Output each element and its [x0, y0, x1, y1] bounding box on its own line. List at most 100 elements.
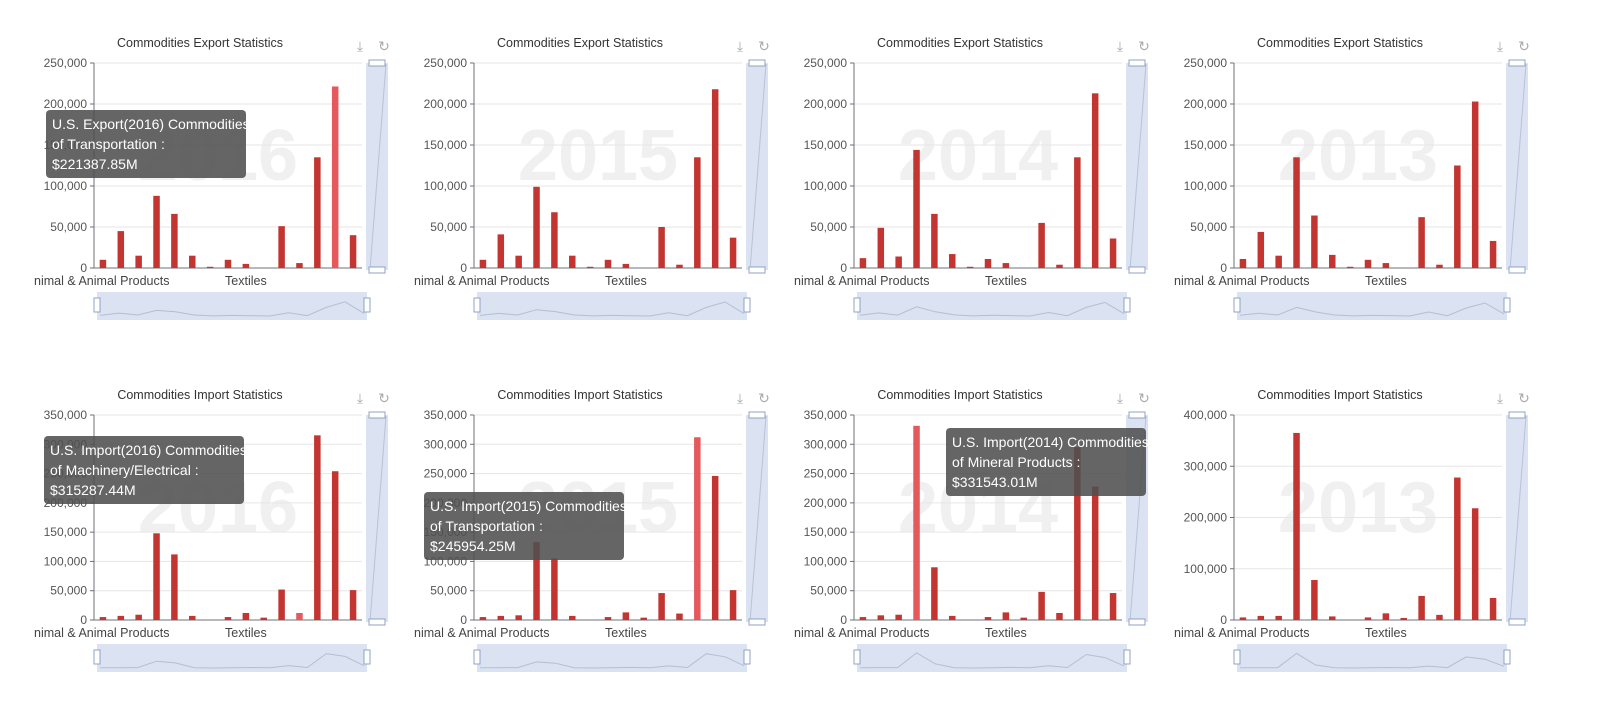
bar[interactable]	[1275, 255, 1282, 268]
zoom-handle-right[interactable]	[743, 649, 751, 665]
download-icon[interactable]: ⤓	[1116, 38, 1124, 54]
zoom-handle-bottom[interactable]	[748, 266, 766, 274]
zoom-handle-left[interactable]	[1233, 297, 1241, 313]
bar[interactable]	[931, 567, 938, 620]
bar[interactable]	[1489, 240, 1497, 268]
bar[interactable]	[135, 255, 142, 268]
bar[interactable]	[1257, 231, 1265, 268]
bar[interactable]	[1364, 259, 1372, 268]
zoom-handle-bottom[interactable]	[368, 618, 386, 626]
zoom-handle-left[interactable]	[1233, 649, 1241, 665]
zoom-handle-bottom[interactable]	[748, 618, 766, 626]
bar[interactable]	[331, 471, 339, 620]
bar[interactable]	[1436, 264, 1443, 268]
bar[interactable]	[1489, 597, 1497, 620]
bar[interactable]	[1091, 93, 1099, 268]
bar[interactable]	[314, 435, 321, 620]
zoom-handle-left[interactable]	[853, 297, 861, 313]
bar[interactable]	[877, 615, 885, 620]
download-icon[interactable]: ⤓	[356, 390, 364, 406]
download-icon[interactable]: ⤓	[1496, 390, 1504, 406]
bar[interactable]	[515, 615, 522, 620]
bar[interactable]	[171, 554, 178, 620]
bar[interactable]	[1311, 215, 1318, 268]
bar[interactable]	[314, 157, 321, 268]
bar[interactable]	[1454, 477, 1461, 620]
bar[interactable]	[1109, 238, 1117, 268]
bar[interactable]	[551, 558, 558, 621]
download-icon[interactable]: ⤓	[1496, 38, 1504, 54]
zoom-handle-bottom[interactable]	[1508, 266, 1526, 274]
bar[interactable]	[153, 195, 160, 268]
bar[interactable]	[1020, 617, 1027, 620]
bar[interactable]	[1239, 617, 1247, 620]
zoom-handle-top[interactable]	[1128, 59, 1146, 67]
bar[interactable]	[1002, 612, 1010, 620]
vertical-zoom-slider[interactable]	[1506, 63, 1528, 270]
bar[interactable]	[533, 542, 540, 620]
bar[interactable]	[1436, 614, 1443, 620]
bar[interactable]	[242, 612, 250, 620]
bar[interactable]	[1382, 613, 1390, 620]
bar[interactable]	[694, 157, 701, 268]
bar[interactable]	[551, 212, 558, 268]
bar[interactable]	[1346, 266, 1354, 268]
restore-icon[interactable]: ↻	[1138, 390, 1150, 406]
bar[interactable]	[676, 264, 683, 268]
bar[interactable]	[153, 533, 160, 620]
bar[interactable]	[586, 266, 594, 268]
restore-icon[interactable]: ↻	[1518, 38, 1530, 54]
bar[interactable]	[533, 186, 540, 268]
bar[interactable]	[296, 612, 303, 620]
zoom-handle-top[interactable]	[368, 59, 386, 67]
restore-icon[interactable]: ↻	[758, 390, 770, 406]
restore-icon[interactable]: ↻	[1138, 38, 1150, 54]
bar[interactable]	[135, 614, 142, 620]
bar[interactable]	[984, 258, 992, 268]
bar[interactable]	[895, 614, 902, 620]
restore-icon[interactable]: ↻	[758, 38, 770, 54]
zoom-handle-bottom[interactable]	[1128, 266, 1146, 274]
zoom-handle-top[interactable]	[748, 59, 766, 67]
zoom-handle-right[interactable]	[363, 649, 371, 665]
bar[interactable]	[1418, 595, 1425, 620]
bar[interactable]	[260, 617, 267, 620]
bar[interactable]	[984, 617, 992, 620]
zoom-handle-left[interactable]	[473, 649, 481, 665]
zoom-handle-bottom[interactable]	[368, 266, 386, 274]
bar[interactable]	[278, 589, 285, 620]
bar[interactable]	[658, 593, 665, 620]
bar[interactable]	[604, 617, 612, 620]
bar[interactable]	[1293, 432, 1300, 620]
zoom-handle-right[interactable]	[1503, 649, 1511, 665]
zoom-handle-top[interactable]	[1128, 411, 1146, 419]
bar[interactable]	[569, 255, 576, 268]
bar[interactable]	[569, 615, 576, 620]
bar[interactable]	[479, 259, 487, 268]
bar[interactable]	[913, 149, 920, 268]
bar[interactable]	[676, 613, 683, 620]
bar[interactable]	[1002, 263, 1010, 268]
bar[interactable]	[189, 615, 196, 620]
bar[interactable]	[1400, 617, 1407, 620]
zoom-handle-right[interactable]	[1503, 297, 1511, 313]
restore-icon[interactable]: ↻	[378, 38, 390, 54]
zoom-handle-left[interactable]	[473, 297, 481, 313]
bar[interactable]	[224, 259, 232, 268]
zoom-handle-left[interactable]	[853, 649, 861, 665]
bar[interactable]	[1364, 617, 1372, 620]
bar[interactable]	[349, 235, 357, 268]
bar[interactable]	[1418, 217, 1425, 268]
bar[interactable]	[1382, 263, 1390, 268]
bar[interactable]	[99, 259, 107, 268]
zoom-handle-top[interactable]	[1508, 59, 1526, 67]
bar[interactable]	[931, 213, 938, 268]
download-icon[interactable]: ⤓	[1116, 390, 1124, 406]
download-icon[interactable]: ⤓	[356, 38, 364, 54]
zoom-handle-right[interactable]	[363, 297, 371, 313]
bar[interactable]	[1239, 258, 1247, 268]
bar[interactable]	[1454, 165, 1461, 269]
bar[interactable]	[877, 227, 885, 268]
bar[interactable]	[1074, 447, 1081, 620]
bar[interactable]	[711, 475, 719, 620]
